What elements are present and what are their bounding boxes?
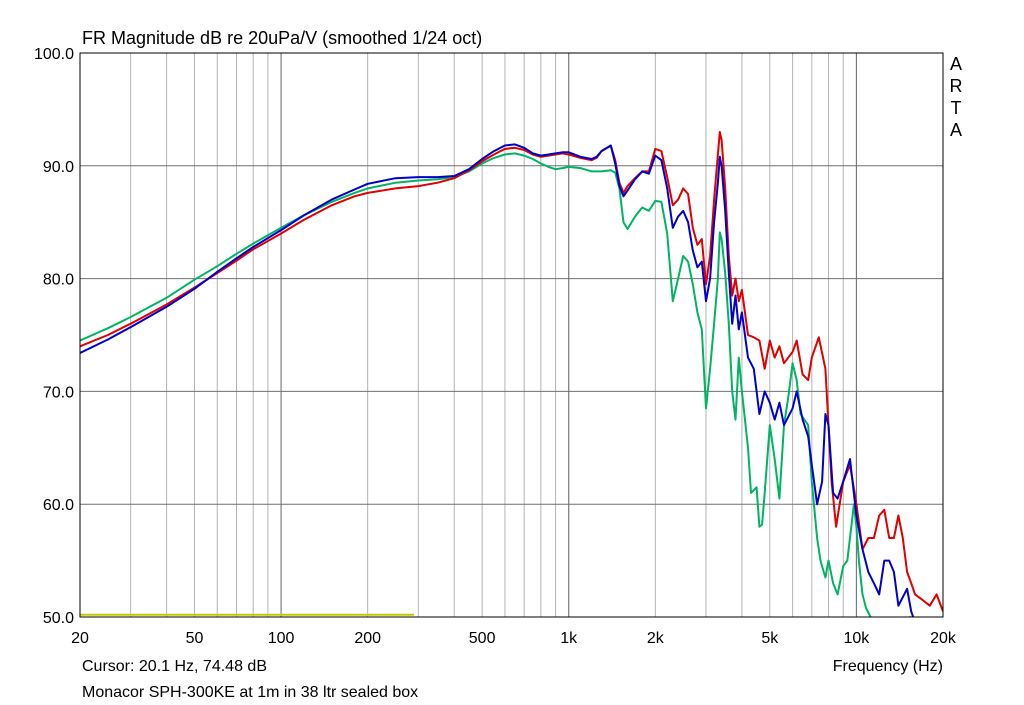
side-label-letter: A	[950, 120, 962, 140]
chart-caption: Monacor SPH-300KE at 1m in 38 ltr sealed…	[82, 684, 418, 701]
x-tick-label: 50	[186, 630, 204, 647]
series-line-3	[80, 143, 915, 617]
side-label-letter: R	[950, 76, 963, 96]
x-tick-label: 100	[268, 630, 295, 647]
y-tick-labels: 100.0 90.0 80.0 70.0 60.0 50.0	[34, 46, 74, 627]
side-label-letter: A	[950, 54, 962, 74]
x-tick-label: 10k	[844, 630, 871, 647]
x-tick-labels: 20 50 100 200 500 1k 2k 5k 10k 20k	[71, 630, 957, 647]
x-tick-label: 5k	[761, 630, 779, 647]
plot-frame	[79, 52, 944, 618]
x-tick-label: 2k	[647, 630, 665, 647]
y-tick-label: 80.0	[43, 272, 74, 289]
cursor-readout: Cursor: 20.1 Hz, 74.48 dB	[82, 658, 267, 675]
y-tick-label: 100.0	[34, 46, 74, 63]
x-axis-label: Frequency (Hz)	[833, 658, 943, 675]
side-label-letter: T	[951, 98, 962, 118]
series-line-2	[80, 131, 943, 612]
x-tick-label: 1k	[560, 630, 578, 647]
x-tick-label: 20	[71, 630, 89, 647]
major-gridlines	[80, 53, 943, 617]
series-line-1	[80, 152, 912, 617]
y-tick-label: 50.0	[43, 610, 74, 627]
series-layer	[80, 131, 943, 617]
y-tick-label: 90.0	[43, 159, 74, 176]
minor-gridlines	[130, 53, 857, 617]
chart-title: FR Magnitude dB re 20uPa/V (smoothed 1/2…	[82, 28, 482, 48]
x-tick-label: 20k	[930, 630, 957, 647]
x-tick-label: 500	[469, 630, 496, 647]
x-tick-label: 200	[354, 630, 381, 647]
y-tick-label: 70.0	[43, 384, 74, 401]
y-tick-label: 60.0	[43, 497, 74, 514]
